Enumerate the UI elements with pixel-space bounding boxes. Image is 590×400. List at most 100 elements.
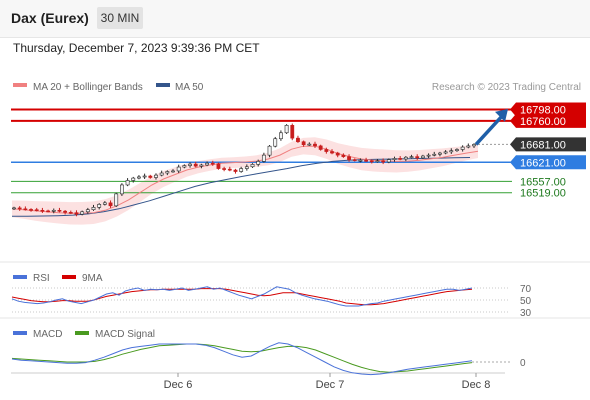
- candle-body: [375, 160, 380, 163]
- rsi-tick-label: 30: [520, 308, 532, 319]
- candle-body: [313, 143, 317, 147]
- candle-body: [472, 144, 476, 147]
- rsi-ma-path: [11, 288, 473, 306]
- candle-body: [131, 177, 136, 181]
- candle-body: [142, 175, 147, 178]
- candle-body: [165, 171, 170, 174]
- interval-button[interactable]: 30 MIN: [97, 7, 143, 29]
- candle-body: [108, 202, 113, 207]
- candle-body: [216, 163, 221, 169]
- candle-body: [256, 161, 261, 165]
- candle-body: [97, 204, 102, 208]
- candle-body: [120, 184, 124, 195]
- candle-body: [324, 149, 329, 152]
- candle-body: [46, 210, 50, 213]
- candle-body: [188, 163, 192, 166]
- candle-body: [426, 154, 431, 157]
- pivot-level-tag: 16681.00: [510, 137, 586, 152]
- candle-body: [233, 169, 238, 172]
- candle-body: [193, 163, 198, 167]
- candle-body: [438, 152, 442, 155]
- candle-body: [51, 209, 56, 212]
- macd-legend-label: MACD: [33, 329, 62, 340]
- candle-body: [466, 145, 471, 148]
- candle-body: [239, 168, 244, 172]
- price-levels: [11, 108, 512, 194]
- resistance-level-tag: 16798.00: [510, 102, 586, 117]
- x-axis-labels: Dec 6 Dec 7 Dec 8: [164, 373, 491, 391]
- candle-body: [227, 168, 232, 171]
- candle-body: [148, 175, 153, 178]
- candle-body: [199, 164, 204, 167]
- macd-panel: 0: [11, 342, 526, 376]
- candle-body: [432, 153, 437, 156]
- chart-header: Dax (Eurex) 30 MIN: [0, 0, 590, 38]
- candle-body: [381, 160, 386, 163]
- resistance-level-label: 16760.00: [520, 116, 566, 128]
- candle-body: [335, 152, 340, 156]
- current-level-tag: 16621.00: [510, 155, 586, 170]
- candle-body: [273, 138, 278, 147]
- macd-tick-label: 0: [520, 358, 526, 369]
- candle-body: [34, 209, 39, 211]
- candle-body: [63, 210, 68, 213]
- macd-signal-legend-swatch: [75, 331, 89, 335]
- macd-legend-swatch: [13, 331, 27, 335]
- candle-body: [347, 156, 351, 160]
- macd-signal-legend-label: MACD Signal: [95, 329, 155, 340]
- candle-body: [352, 159, 357, 161]
- x-tick-label: Dec 6: [164, 379, 193, 391]
- rsi-legend-swatch: [13, 275, 27, 279]
- ma50-legend-swatch: [156, 83, 170, 87]
- candle-body: [415, 156, 420, 159]
- candle-body: [137, 176, 141, 179]
- candle-body: [57, 209, 62, 212]
- instrument-title: Dax (Eurex): [11, 10, 89, 26]
- candle-body: [205, 162, 209, 166]
- macd-path: [11, 342, 473, 376]
- candle-body: [296, 137, 300, 143]
- candle-body: [392, 158, 397, 160]
- ma20-path: [11, 145, 479, 214]
- candle-body: [250, 164, 255, 168]
- candle-body: [284, 125, 289, 134]
- candle-body: [74, 212, 79, 215]
- candle-body: [222, 168, 227, 170]
- candle-body: [290, 125, 295, 139]
- arrow-shaft: [474, 112, 506, 146]
- candle-body: [182, 165, 187, 168]
- rsi-tick-label: 50: [520, 296, 532, 307]
- candle-body: [210, 162, 215, 165]
- candle-body: [80, 211, 85, 215]
- pivot-level-label: 16681.00: [520, 139, 566, 151]
- credit-label: Research © 2023 Trading Central: [432, 82, 581, 93]
- candle-body: [301, 141, 306, 146]
- candle-body: [176, 166, 181, 172]
- candle-body: [17, 207, 22, 210]
- candle-body: [102, 202, 107, 205]
- datetime-label: Thursday, December 7, 2023 9:39:36 PM CE…: [13, 41, 260, 55]
- candle-body: [261, 154, 266, 162]
- candle-body: [341, 154, 346, 157]
- candle-body: [364, 159, 368, 162]
- resistance-level-label: 16798.00: [520, 105, 566, 117]
- candle-body: [369, 160, 374, 163]
- candlesticks: [12, 123, 476, 217]
- current-level-label: 16621.00: [520, 157, 566, 169]
- candle-body: [114, 193, 119, 207]
- candle-body: [449, 150, 454, 153]
- candle-body: [386, 159, 391, 163]
- candle-body: [358, 159, 363, 162]
- ma20-legend-swatch: [13, 83, 27, 87]
- candle-body: [398, 158, 403, 160]
- candle-body: [12, 207, 16, 210]
- ma20-line: [11, 145, 479, 214]
- candle-body: [420, 155, 425, 159]
- resistance-level-tag: 16760.00: [510, 113, 586, 128]
- candle-body: [29, 209, 33, 211]
- x-tick-label: Dec 8: [462, 379, 491, 391]
- rsi-ma-legend-swatch: [62, 275, 76, 279]
